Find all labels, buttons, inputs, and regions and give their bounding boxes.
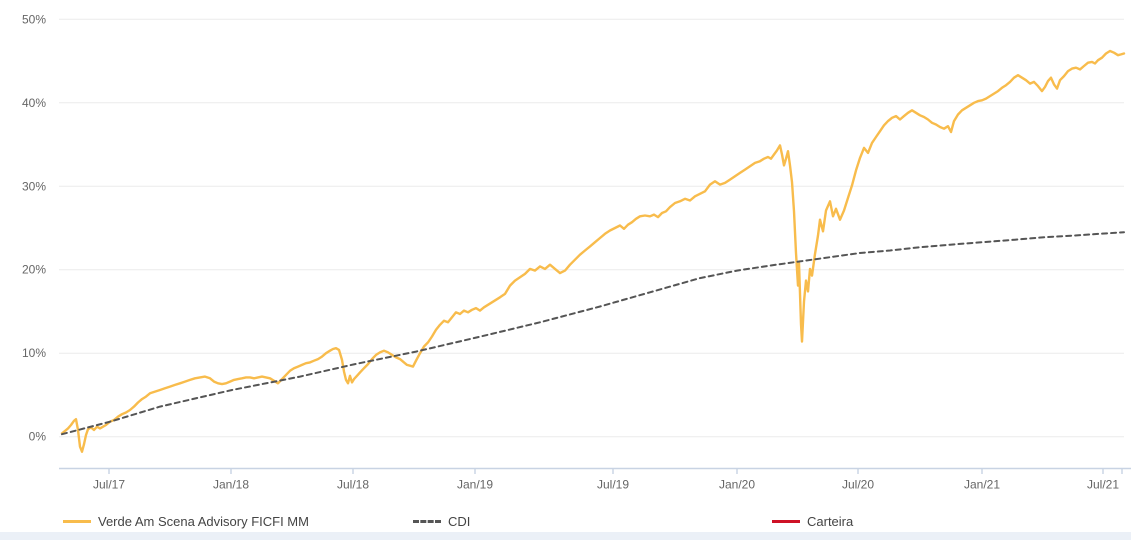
series-line-cdi xyxy=(61,231,1125,436)
x-axis-label-Jul/20: Jul/20 xyxy=(842,478,874,492)
legend-swatch-line xyxy=(772,519,800,523)
legend-item-verde-am-scena-advisory-ficfi-mm[interactable]: Verde Am Scena Advisory FICFI MM xyxy=(63,512,309,530)
y-axis-label-0: 0% xyxy=(29,430,47,444)
x-axis-label-Jan/19: Jan/19 xyxy=(457,478,493,492)
legend-label: Carteira xyxy=(807,513,854,529)
y-axis-label-20: 20% xyxy=(22,263,46,277)
legend-label: CDI xyxy=(448,513,471,529)
y-axis-label-40: 40% xyxy=(22,96,46,110)
bottom-strip xyxy=(0,532,1131,540)
x-axis-label-Jan/21: Jan/21 xyxy=(964,478,1000,492)
x-axis-label-Jan/20: Jan/20 xyxy=(719,478,755,492)
legend-item-carteira[interactable]: Carteira xyxy=(772,512,853,530)
y-axis-label-50: 50% xyxy=(22,12,46,26)
x-axis-label-Jul/21: Jul/21 xyxy=(1087,478,1119,492)
x-axis-label-Jul/17: Jul/17 xyxy=(93,478,125,492)
legend-item-cdi[interactable]: CDI xyxy=(413,512,470,530)
y-axis-label-30: 30% xyxy=(22,179,46,193)
legend-swatch-line xyxy=(63,519,91,523)
x-axis-label-Jul/18: Jul/18 xyxy=(337,478,369,492)
x-axis-label-Jul/19: Jul/19 xyxy=(597,478,629,492)
legend-label: Verde Am Scena Advisory FICFI MM xyxy=(98,513,309,529)
x-axis-label-Jan/18: Jan/18 xyxy=(213,478,249,492)
y-axis-label-10: 10% xyxy=(22,346,46,360)
series-line-verde-am-scena-advisory-ficfi-mm xyxy=(60,49,1126,453)
chart-legend: Verde Am Scena Advisory FICFI MM CDI Carte… xyxy=(0,512,1131,532)
legend-swatch-dashed-line xyxy=(413,519,441,523)
